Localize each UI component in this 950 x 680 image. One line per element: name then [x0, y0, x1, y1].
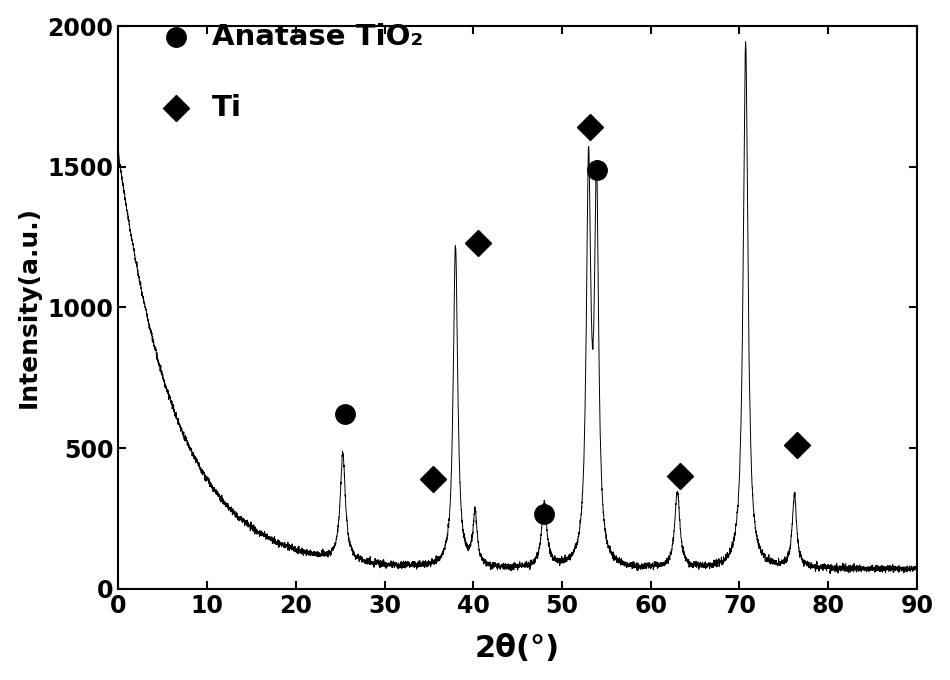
X-axis label: 2θ(°): 2θ(°) — [475, 634, 560, 663]
Text: Ti: Ti — [212, 94, 241, 122]
Y-axis label: Intensity(a.u.): Intensity(a.u.) — [17, 207, 41, 409]
Text: Anatase TiO₂: Anatase TiO₂ — [212, 23, 423, 52]
